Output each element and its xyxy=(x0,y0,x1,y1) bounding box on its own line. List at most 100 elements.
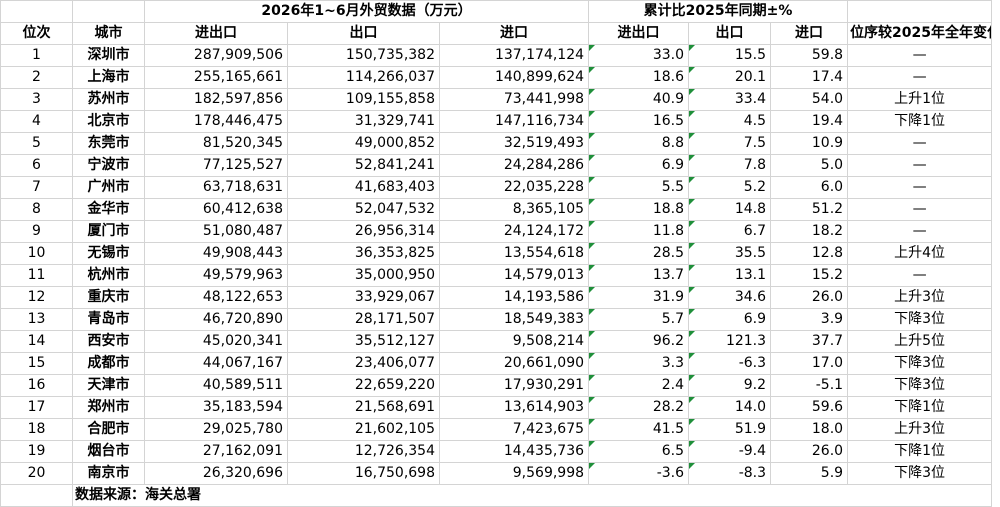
cell-rank[interactable]: 20 xyxy=(0,462,73,485)
cell-total[interactable]: 182,597,856 xyxy=(144,88,288,111)
cell-rank[interactable]: 18 xyxy=(0,418,73,441)
cell-growth-import[interactable]: 19.4 xyxy=(770,110,849,133)
cell-rank[interactable]: 12 xyxy=(0,286,73,309)
cell-growth-export[interactable]: 7.8 xyxy=(688,154,772,177)
cell-growth-export[interactable]: 34.6 xyxy=(688,286,772,309)
cell-rank[interactable]: 11 xyxy=(0,264,73,287)
cell-growth-export[interactable]: 33.4 xyxy=(688,88,772,111)
cell-city[interactable]: 北京市 xyxy=(72,110,145,133)
cell-growth-total[interactable]: 6.5 xyxy=(588,440,690,463)
cell-growth-import[interactable]: 12.8 xyxy=(770,242,849,265)
cell-city[interactable]: 天津市 xyxy=(72,374,145,397)
cell-rank[interactable]: 9 xyxy=(0,220,73,243)
cell-growth-export[interactable]: 5.2 xyxy=(688,176,772,199)
cell-total[interactable]: 44,067,167 xyxy=(144,352,288,375)
cell-export[interactable]: 28,171,507 xyxy=(287,308,440,331)
cell-rank-change[interactable]: 上升3位 xyxy=(847,418,993,441)
cell-import[interactable]: 17,930,291 xyxy=(438,374,590,397)
cell-export[interactable]: 35,512,127 xyxy=(287,330,440,353)
cell-import[interactable]: 18,549,383 xyxy=(438,308,590,331)
cell-city[interactable]: 重庆市 xyxy=(72,286,145,309)
cell-import[interactable]: 13,554,618 xyxy=(438,242,590,265)
cell-rank-change[interactable]: 下降1位 xyxy=(847,440,993,463)
cell-export[interactable]: 114,266,037 xyxy=(287,66,440,89)
cell-export[interactable]: 35,000,950 xyxy=(287,264,440,287)
cell-growth-export[interactable]: 7.5 xyxy=(688,132,772,155)
cell-growth-export[interactable]: 20.1 xyxy=(688,66,772,89)
cell-total[interactable]: 178,446,475 xyxy=(144,110,288,133)
cell-total[interactable]: 27,162,091 xyxy=(144,440,288,463)
cell-city[interactable]: 南京市 xyxy=(72,462,145,485)
cell-export[interactable]: 16,750,698 xyxy=(287,462,440,485)
cell-total[interactable]: 255,165,661 xyxy=(144,66,288,89)
cell-growth-export[interactable]: 121.3 xyxy=(688,330,772,353)
col-header-growth-import[interactable]: 进口 xyxy=(770,22,849,45)
cell-growth-total[interactable]: 33.0 xyxy=(588,44,690,67)
cell-rank-change[interactable]: 下降1位 xyxy=(847,110,993,133)
cell-growth-total[interactable]: 40.9 xyxy=(588,88,690,111)
cell-growth-total[interactable]: 16.5 xyxy=(588,110,690,133)
cell-import[interactable]: 9,569,998 xyxy=(438,462,590,485)
cell-rank-change[interactable]: — xyxy=(847,176,993,199)
cell-rank-change[interactable]: — xyxy=(847,198,993,221)
cell-rank-change[interactable]: 下降3位 xyxy=(847,352,993,375)
cell-growth-import[interactable]: 18.0 xyxy=(770,418,849,441)
footer-empty-cell[interactable] xyxy=(0,484,73,507)
col-header-growth-export[interactable]: 出口 xyxy=(688,22,772,45)
cell-growth-total[interactable]: 31.9 xyxy=(588,286,690,309)
cell-growth-export[interactable]: -6.3 xyxy=(688,352,772,375)
cell-growth-import[interactable]: 5.9 xyxy=(770,462,849,485)
cell-import[interactable]: 7,423,675 xyxy=(438,418,590,441)
cell-growth-total[interactable]: 13.7 xyxy=(588,264,690,287)
cell-rank[interactable]: 15 xyxy=(0,352,73,375)
cell-export[interactable]: 36,353,825 xyxy=(287,242,440,265)
cell-rank[interactable]: 8 xyxy=(0,198,73,221)
cell-import[interactable]: 13,614,903 xyxy=(438,396,590,419)
cell-city[interactable]: 杭州市 xyxy=(72,264,145,287)
cell-total[interactable]: 35,183,594 xyxy=(144,396,288,419)
cell-growth-import[interactable]: 26.0 xyxy=(770,440,849,463)
cell-rank[interactable]: 4 xyxy=(0,110,73,133)
col-header-growth-total[interactable]: 进出口 xyxy=(588,22,690,45)
cell-import[interactable]: 137,174,124 xyxy=(438,44,590,67)
corner-cell-c[interactable] xyxy=(847,0,993,23)
cell-rank[interactable]: 7 xyxy=(0,176,73,199)
cell-export[interactable]: 109,155,858 xyxy=(287,88,440,111)
cell-city[interactable]: 成都市 xyxy=(72,352,145,375)
cell-growth-import[interactable]: 5.0 xyxy=(770,154,849,177)
cell-growth-export[interactable]: 35.5 xyxy=(688,242,772,265)
cell-growth-total[interactable]: 5.7 xyxy=(588,308,690,331)
cell-city[interactable]: 东莞市 xyxy=(72,132,145,155)
cell-growth-export[interactable]: -8.3 xyxy=(688,462,772,485)
col-header-city[interactable]: 城市 xyxy=(72,22,145,45)
cell-export[interactable]: 41,683,403 xyxy=(287,176,440,199)
cell-growth-export[interactable]: 51.9 xyxy=(688,418,772,441)
cell-rank-change[interactable]: — xyxy=(847,66,993,89)
cell-import[interactable]: 8,365,105 xyxy=(438,198,590,221)
cell-total[interactable]: 63,718,631 xyxy=(144,176,288,199)
cell-total[interactable]: 26,320,696 xyxy=(144,462,288,485)
cell-total[interactable]: 40,589,511 xyxy=(144,374,288,397)
cell-growth-total[interactable]: 2.4 xyxy=(588,374,690,397)
cell-rank-change[interactable]: 上升3位 xyxy=(847,286,993,309)
cell-total[interactable]: 48,122,653 xyxy=(144,286,288,309)
cell-export[interactable]: 26,956,314 xyxy=(287,220,440,243)
cell-growth-import[interactable]: 18.2 xyxy=(770,220,849,243)
cell-growth-export[interactable]: 6.7 xyxy=(688,220,772,243)
cell-growth-export[interactable]: 9.2 xyxy=(688,374,772,397)
cell-growth-export[interactable]: 4.5 xyxy=(688,110,772,133)
cell-growth-import[interactable]: 54.0 xyxy=(770,88,849,111)
title-growth[interactable]: 累计比2025年同期±% xyxy=(588,0,849,23)
cell-growth-total[interactable]: 18.8 xyxy=(588,198,690,221)
cell-city[interactable]: 上海市 xyxy=(72,66,145,89)
cell-city[interactable]: 金华市 xyxy=(72,198,145,221)
cell-export[interactable]: 150,735,382 xyxy=(287,44,440,67)
cell-growth-import[interactable]: 17.4 xyxy=(770,66,849,89)
cell-growth-import[interactable]: 17.0 xyxy=(770,352,849,375)
corner-cell-a[interactable] xyxy=(0,0,73,23)
cell-rank-change[interactable]: — xyxy=(847,44,993,67)
cell-rank[interactable]: 2 xyxy=(0,66,73,89)
cell-import[interactable]: 140,899,624 xyxy=(438,66,590,89)
col-header-import[interactable]: 进口 xyxy=(438,22,590,45)
cell-growth-import[interactable]: 26.0 xyxy=(770,286,849,309)
